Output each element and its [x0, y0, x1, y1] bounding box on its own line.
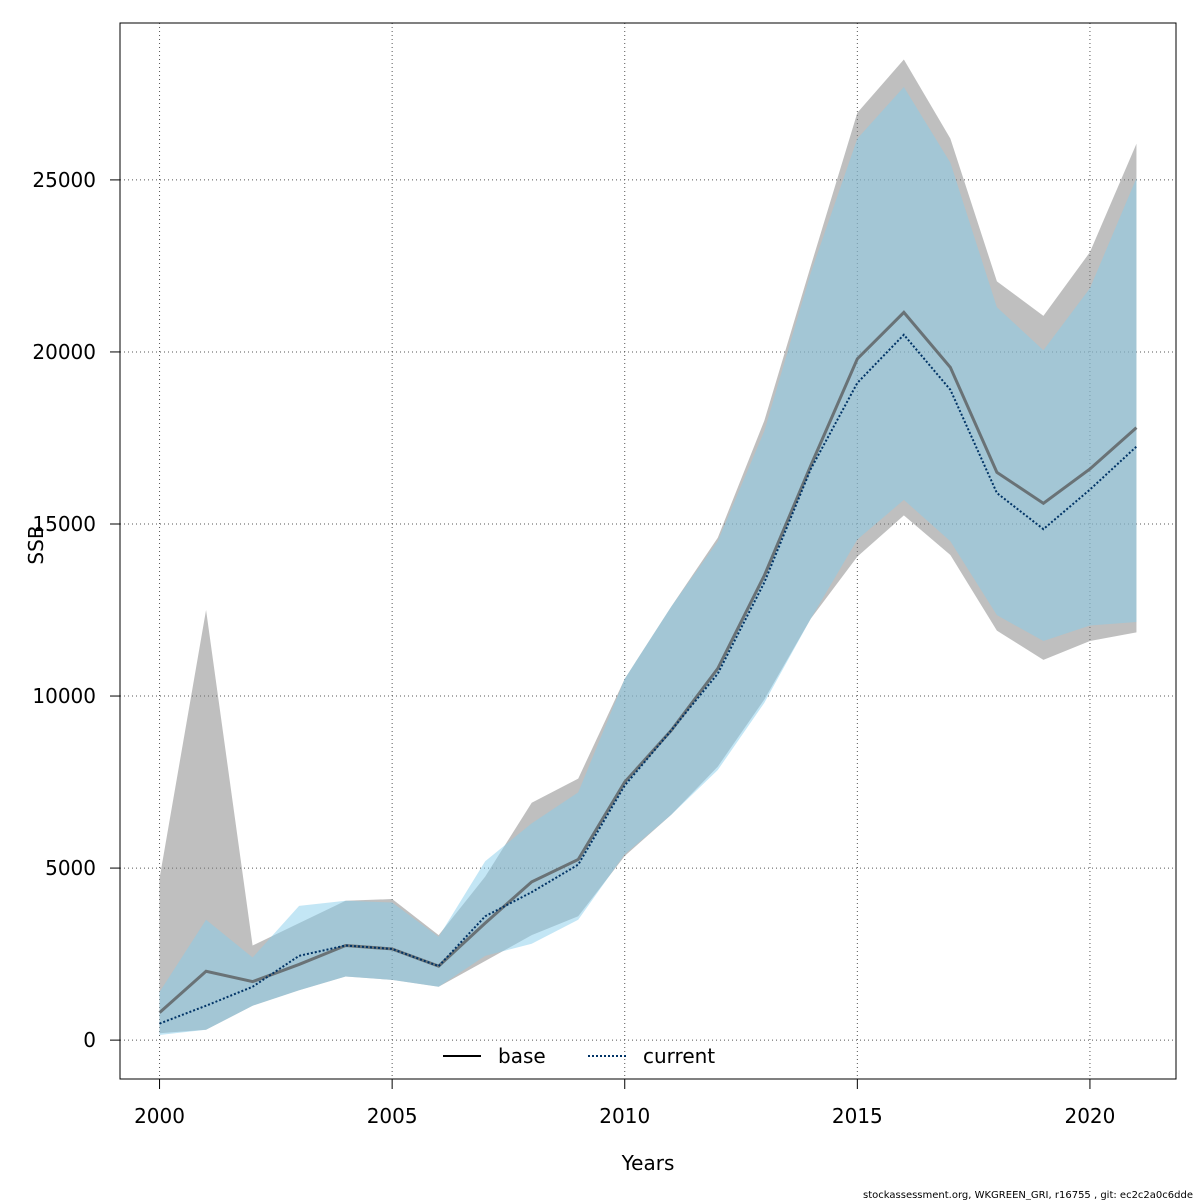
x-axis: 2000 2005 2010 2015 2020: [134, 1078, 1115, 1128]
x-axis-title: Years: [621, 1151, 675, 1175]
x-tick-label: 2015: [832, 1104, 883, 1128]
series-lines: [158, 310, 1138, 1025]
x-tick-label: 2020: [1064, 1104, 1115, 1128]
band-current: [159, 87, 1137, 1035]
legend-label-current: current: [643, 1044, 715, 1068]
confidence-bands: [159, 59, 1137, 1035]
legend-label-base: base: [498, 1044, 546, 1068]
y-axis: 0 5000 10000 15000 20000 25000: [32, 168, 121, 1052]
y-tick-label: 25000: [32, 168, 96, 192]
y-tick-label: 15000: [32, 512, 96, 536]
y-tick-label: 0: [83, 1028, 96, 1052]
footer-credit: stockassessment.org, WKGREEN_GRI, r16755…: [863, 1190, 1193, 1200]
x-tick-label: 2010: [599, 1104, 650, 1128]
x-tick-label: 2005: [367, 1104, 418, 1128]
y-tick-label: 20000: [32, 340, 96, 364]
y-axis-title: SSB: [24, 525, 48, 564]
x-tick-label: 2000: [134, 1104, 185, 1128]
legend: base current: [443, 1044, 715, 1068]
line-base: [158, 310, 1138, 1014]
y-tick-label: 10000: [32, 684, 96, 708]
y-tick-label: 5000: [45, 856, 96, 880]
